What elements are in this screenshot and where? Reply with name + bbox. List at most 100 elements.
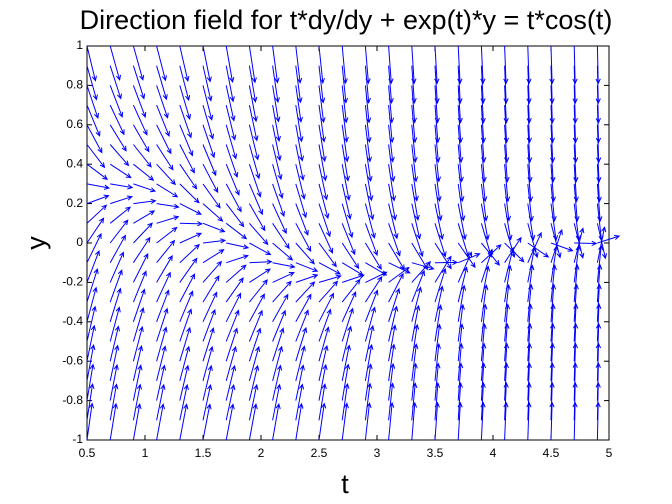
arrow bbox=[318, 144, 328, 182]
arrow bbox=[202, 85, 214, 121]
arrow bbox=[573, 203, 581, 242]
arrow bbox=[503, 85, 509, 124]
arrow bbox=[225, 277, 244, 303]
arrow bbox=[364, 363, 373, 401]
arrow bbox=[504, 242, 525, 263]
arrow bbox=[341, 183, 352, 220]
arrow bbox=[132, 383, 142, 421]
arrow bbox=[480, 183, 489, 222]
arrow bbox=[503, 381, 509, 421]
arrow bbox=[411, 144, 419, 183]
arrow bbox=[457, 203, 467, 241]
arrow bbox=[156, 65, 168, 101]
arrow bbox=[225, 309, 240, 342]
arrow bbox=[295, 105, 304, 143]
arrow bbox=[318, 402, 327, 441]
arrow bbox=[179, 364, 190, 401]
arrow bbox=[526, 401, 532, 441]
arrow bbox=[179, 65, 191, 102]
y-tick-label: -1 bbox=[72, 432, 83, 446]
arrow bbox=[225, 222, 248, 240]
arrow bbox=[504, 223, 516, 259]
arrow bbox=[411, 85, 417, 124]
arrow bbox=[248, 85, 258, 123]
arrow bbox=[526, 362, 532, 401]
arrow bbox=[596, 283, 602, 322]
arrow bbox=[573, 227, 585, 263]
arrow bbox=[132, 45, 145, 81]
arrow bbox=[411, 105, 418, 144]
arrow bbox=[272, 309, 286, 342]
arrow bbox=[504, 164, 511, 203]
arrow bbox=[110, 183, 134, 190]
arrow bbox=[86, 163, 109, 181]
x-tick-label: 1.5 bbox=[195, 446, 212, 460]
arrow bbox=[364, 85, 372, 124]
arrow bbox=[156, 144, 174, 171]
arrow bbox=[434, 223, 447, 258]
arrow bbox=[86, 286, 98, 322]
arrow bbox=[179, 273, 196, 303]
arrow bbox=[86, 363, 95, 401]
arrow bbox=[272, 183, 285, 218]
arrow bbox=[86, 232, 102, 263]
arrow bbox=[226, 242, 250, 250]
arrow bbox=[132, 124, 150, 153]
arrow bbox=[434, 105, 441, 144]
arrow bbox=[86, 249, 100, 283]
arrow bbox=[434, 285, 445, 322]
arrow bbox=[341, 105, 349, 143]
arrow bbox=[480, 164, 488, 203]
arrow bbox=[341, 291, 357, 323]
arrow bbox=[573, 164, 579, 203]
arrow bbox=[572, 105, 579, 144]
arrow bbox=[156, 326, 168, 362]
arrow bbox=[480, 223, 493, 258]
y-tick-label: 0.2 bbox=[66, 196, 83, 210]
arrow bbox=[295, 281, 316, 303]
arrow bbox=[504, 144, 510, 183]
x-tick-label: 5 bbox=[606, 446, 613, 460]
arrow bbox=[318, 65, 326, 104]
arrow bbox=[364, 164, 374, 202]
arrow bbox=[550, 322, 556, 362]
arrow bbox=[526, 85, 532, 124]
arrow bbox=[248, 45, 257, 84]
arrow bbox=[109, 287, 122, 322]
arrow bbox=[225, 124, 238, 160]
arrow bbox=[480, 144, 487, 183]
arrow bbox=[133, 183, 157, 193]
arrow bbox=[248, 104, 259, 142]
arrow bbox=[179, 104, 193, 139]
arrow bbox=[295, 124, 305, 162]
arrow bbox=[434, 45, 440, 85]
arrow bbox=[411, 262, 435, 271]
arrow bbox=[179, 144, 195, 174]
arrow bbox=[295, 326, 308, 362]
arrow bbox=[364, 343, 374, 381]
arrow bbox=[249, 222, 269, 246]
y-tick-label: 1 bbox=[76, 38, 83, 52]
arrow bbox=[364, 242, 382, 271]
arrow bbox=[411, 304, 421, 342]
arrow bbox=[132, 236, 151, 263]
arrow bbox=[574, 240, 598, 246]
arrow bbox=[295, 85, 303, 123]
arrow bbox=[272, 242, 294, 261]
arrow bbox=[318, 274, 342, 283]
arrow bbox=[179, 345, 191, 382]
arrow bbox=[86, 45, 97, 82]
arrow bbox=[272, 45, 280, 84]
arrow bbox=[109, 85, 124, 118]
arrow bbox=[295, 345, 306, 382]
arrow bbox=[550, 223, 562, 259]
arrow bbox=[248, 293, 265, 323]
arrow bbox=[434, 65, 440, 105]
arrow bbox=[549, 45, 555, 85]
arrow bbox=[86, 324, 96, 362]
arrow bbox=[156, 85, 169, 119]
arrow bbox=[86, 382, 95, 421]
arrow bbox=[388, 144, 396, 183]
arrow bbox=[295, 273, 319, 283]
